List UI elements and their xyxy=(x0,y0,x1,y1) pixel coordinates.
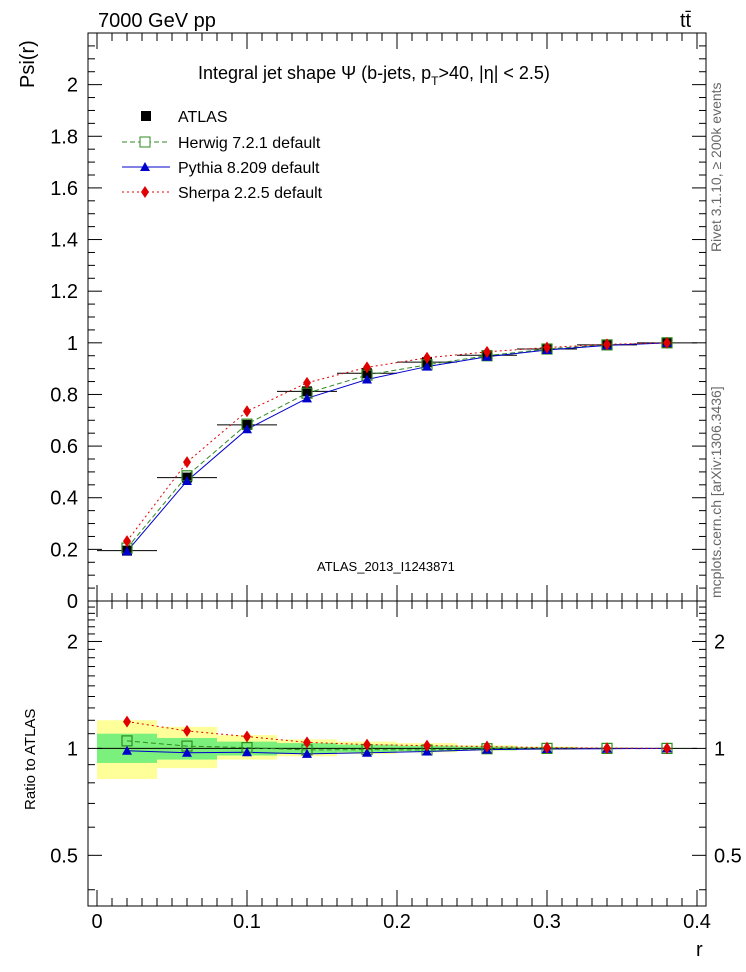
ratio-point-pythia xyxy=(362,747,372,757)
legend-marker-pythia xyxy=(140,162,150,171)
x-tick-label: 0.4 xyxy=(683,911,711,933)
point-sherpa xyxy=(543,341,551,354)
y-tick-label: 0 xyxy=(67,591,78,613)
legend: ATLAS Herwig 7.2.1 default Pythia 8.209 … xyxy=(122,109,323,202)
ratio-point-sherpa xyxy=(483,740,491,753)
ratio-y-tick-label-right: 0.5 xyxy=(714,845,742,867)
y-tick-label: 1.2 xyxy=(50,281,78,303)
legend-marker-atlas xyxy=(141,111,151,121)
legend-label-atlas: ATLAS xyxy=(178,109,228,126)
ratio-y-tick-label-right: 2 xyxy=(714,631,725,653)
ratio-axis-label: Ratio to ATLAS xyxy=(22,709,39,810)
x-axis-label: r xyxy=(696,939,703,961)
y-tick-label: 0.6 xyxy=(50,436,78,458)
legend-label-pythia: Pythia 8.209 default xyxy=(178,160,320,177)
energy-label: 7000 GeV pp xyxy=(98,10,216,32)
ratio-point-sherpa xyxy=(543,741,551,754)
y-tick-label: 0.8 xyxy=(50,384,78,406)
y-tick-label: 2 xyxy=(67,75,78,97)
rivet-label: Rivet 3.1.10, ≥ 200k events xyxy=(708,82,724,252)
ratio-y-tick-label: 2 xyxy=(67,631,78,653)
y-tick-label: 0.4 xyxy=(50,488,78,510)
point-pythia xyxy=(302,393,312,403)
atlas-point xyxy=(302,386,312,397)
point-pythia xyxy=(182,475,192,485)
ratio-point-sherpa xyxy=(303,736,311,749)
x-tick-label: 0 xyxy=(91,911,102,933)
process-label: tt̄ xyxy=(680,10,692,32)
ratio-point-sherpa xyxy=(423,739,431,752)
y-tick-label: 1.6 xyxy=(50,178,78,200)
ratio-plot-panel: 0 0.1 0.2 0.3 0.4 0.5 0.5 1 1 2 2 xyxy=(50,600,742,933)
chart-title: Integral jet shape Ψ (b-jets, pT>40, |η|… xyxy=(198,63,550,88)
point-pythia xyxy=(122,546,132,556)
point-sherpa xyxy=(663,336,671,349)
point-pythia xyxy=(362,374,372,384)
legend-label-sherpa: Sherpa 2.2.5 default xyxy=(178,185,323,202)
series-line-pythia xyxy=(126,342,668,552)
ratio-line-sherpa xyxy=(126,721,668,749)
ratio-point-pythia xyxy=(182,747,192,757)
legend-item-herwig: Herwig 7.2.1 default xyxy=(122,135,321,152)
ratio-line-pythia xyxy=(126,747,668,755)
ratio-point-pythia xyxy=(122,745,132,755)
x-tick-label: 0.2 xyxy=(383,911,411,933)
legend-label-herwig: Herwig 7.2.1 default xyxy=(178,135,321,152)
mcplots-label: mcplots.cern.ch [arXiv:1306.3436] xyxy=(708,386,724,598)
y-tick-label: 1.8 xyxy=(50,126,78,148)
y-tick-label: 0.2 xyxy=(50,539,78,561)
ratio-point-sherpa xyxy=(603,742,611,755)
series-line-herwig xyxy=(126,342,668,549)
point-sherpa xyxy=(243,405,251,418)
series-line-sherpa xyxy=(126,342,668,542)
y-axis-label: Psi(r) xyxy=(17,40,39,88)
point-sherpa xyxy=(123,535,131,548)
legend-marker-herwig xyxy=(139,136,151,148)
ratio-point-sherpa xyxy=(363,738,371,751)
analysis-watermark: ATLAS_2013_I1243871 xyxy=(317,559,455,574)
point-sherpa xyxy=(183,456,191,469)
ratio-point-sherpa xyxy=(183,724,191,737)
ratio-point-sherpa xyxy=(123,715,131,728)
legend-item-sherpa: Sherpa 2.2.5 default xyxy=(122,185,323,202)
legend-item-pythia: Pythia 8.209 default xyxy=(122,160,320,177)
ratio-y-tick-label: 1 xyxy=(67,738,78,760)
legend-item-atlas: ATLAS xyxy=(141,109,228,126)
ratio-y-tick-label: 0.5 xyxy=(50,845,78,867)
y-tick-label: 1.4 xyxy=(50,230,78,252)
x-tick-label: 0.3 xyxy=(533,911,561,933)
point-pythia xyxy=(422,361,432,371)
ratio-point-sherpa xyxy=(663,742,671,755)
y-tick-label: 1 xyxy=(67,333,78,355)
point-sherpa xyxy=(423,351,431,364)
point-sherpa xyxy=(483,345,491,358)
legend-marker-sherpa xyxy=(141,186,149,198)
ratio-point-sherpa xyxy=(243,730,251,743)
ratio-y-tick-label-right: 1 xyxy=(714,738,725,760)
x-tick-label: 0.1 xyxy=(233,911,261,933)
ratio-point-pythia xyxy=(302,748,312,758)
point-sherpa xyxy=(603,338,611,351)
ratio-point-pythia xyxy=(242,747,252,757)
point-sherpa xyxy=(363,361,371,374)
point-pythia xyxy=(242,424,252,434)
point-sherpa xyxy=(303,376,311,389)
